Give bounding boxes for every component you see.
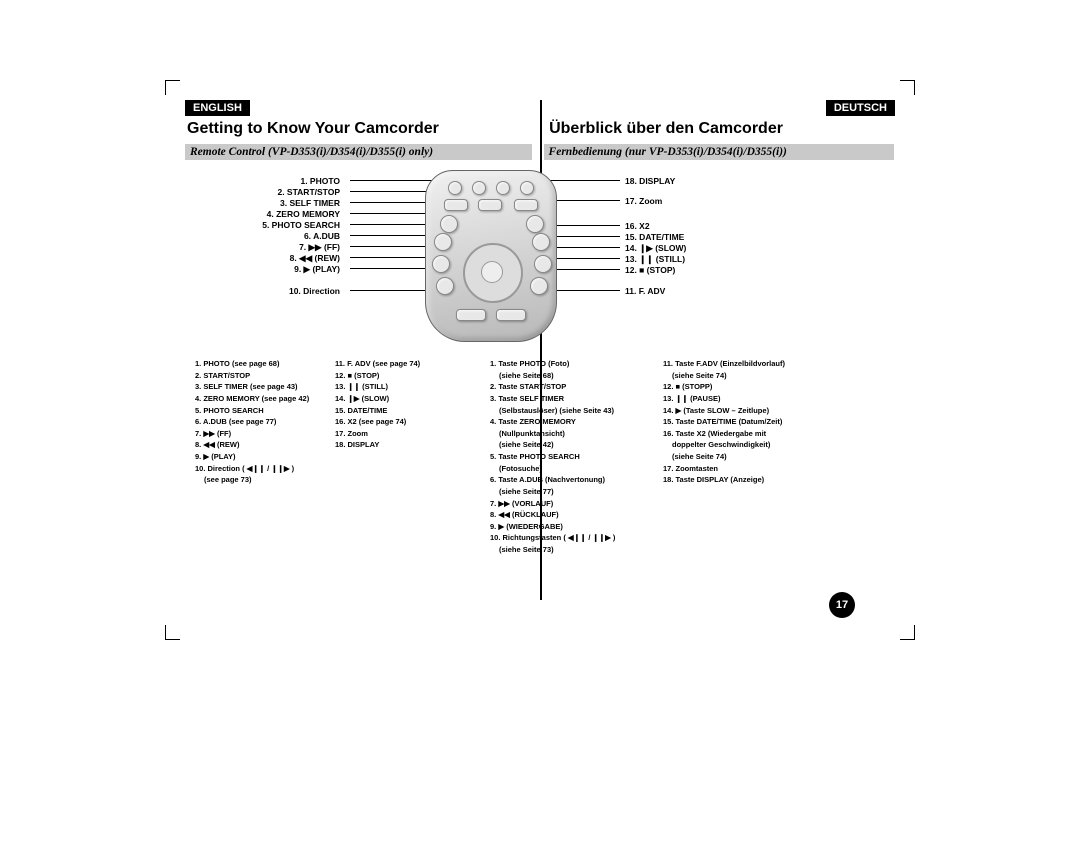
legend-line: (siehe Seite 68) <box>490 370 655 382</box>
diagram-label-right: 16. X2 <box>625 221 650 231</box>
legend-line: 16. Taste X2 (Wiedergabe mit <box>663 428 843 440</box>
legend-line: (siehe Seite 74) <box>663 370 843 382</box>
diagram-label-right: 15. DATE/TIME <box>625 232 684 242</box>
legend-line: 3. SELF TIMER (see page 43) <box>195 381 330 393</box>
crop-mark <box>900 80 915 95</box>
diagram-label-left: 8. ◀◀ (REW) <box>210 253 340 264</box>
language-tab-english: ENGLISH <box>185 100 250 116</box>
legend-line: 14. ▶ (Taste SLOW – Zeitlupe) <box>663 405 843 417</box>
legend-line: 2. START/STOP <box>195 370 330 382</box>
legend-line: (Nullpunktansicht) <box>490 428 655 440</box>
manual-page: ENGLISH DEUTSCH Getting to Know Your Cam… <box>185 100 895 600</box>
legend-line: 10. Direction ( ◀❙❙ / ❙❙▶ ) <box>195 463 330 475</box>
remote-diagram: 1. PHOTO2. START/STOP3. SELF TIMER4. ZER… <box>235 170 735 340</box>
legend-line: 4. ZERO MEMORY (see page 42) <box>195 393 330 405</box>
legend-line: 15. Taste DATE/TIME (Datum/Zeit) <box>663 416 843 428</box>
diagram-label-left: 3. SELF TIMER <box>210 198 340 208</box>
subtitle-english: Remote Control (VP-D353(i)/D354(i)/D355(… <box>185 144 532 160</box>
diagram-label-right: 17. Zoom <box>625 196 662 206</box>
legend-line: 13. ❙❙ (STILL) <box>335 381 450 393</box>
legend-line: 8. ◀◀ (RÜCKLAUF) <box>490 509 655 521</box>
page-number-badge: 17 <box>829 592 855 618</box>
diagram-label-left: 7. ▶▶ (FF) <box>210 242 340 253</box>
diagram-label-left: 2. START/STOP <box>210 187 340 197</box>
crop-mark <box>165 80 180 95</box>
remote-control-illustration <box>425 170 555 340</box>
legend-line: 6. A.DUB (see page 77) <box>195 416 330 428</box>
legend-line: 15. DATE/TIME <box>335 405 450 417</box>
legend-line: 16. X2 (see page 74) <box>335 416 450 428</box>
subtitle-deutsch: Fernbedienung (nur VP-D353(i)/D354(i)/D3… <box>544 144 895 160</box>
section-title-english: Getting to Know Your Camcorder <box>185 118 537 140</box>
legend-line: 6. Taste A.DUB (Nachvertonung) <box>490 474 655 486</box>
diagram-label-right: 13. ❙❙ (STILL) <box>625 254 685 265</box>
legend-line: (see page 73) <box>195 474 330 486</box>
legend-line: (siehe Seite 42) <box>490 439 655 451</box>
legend-line: 11. F. ADV (see page 74) <box>335 358 450 370</box>
legend-line: 9. ▶ (PLAY) <box>195 451 330 463</box>
legend-line: 5. PHOTO SEARCH <box>195 405 330 417</box>
legend-line: 7. ▶▶ (FF) <box>195 428 330 440</box>
legend-line: (siehe Seite 73) <box>490 544 655 556</box>
legend-line: 1. Taste PHOTO (Foto) <box>490 358 655 370</box>
language-tab-deutsch: DEUTSCH <box>826 100 895 116</box>
legend-line: 14. ❙▶ (SLOW) <box>335 393 450 405</box>
legend-line: 12. ■ (STOPP) <box>663 381 843 393</box>
legend-english-col1: 1. PHOTO (see page 68)2. START/STOP3. SE… <box>195 358 330 486</box>
legend-line: 10. Richtungstasten ( ◀❙❙ / ❙❙▶ ) <box>490 532 655 544</box>
diagram-label-right: 14. ❙▶ (SLOW) <box>625 243 686 254</box>
legend-line: (Selbstauslöser) (siehe Seite 43) <box>490 405 655 417</box>
legend-line: 5. Taste PHOTO SEARCH <box>490 451 655 463</box>
legend-line: 17. Zoom <box>335 428 450 440</box>
diagram-label-right: 11. F. ADV <box>625 286 665 296</box>
legend-line: 4. Taste ZERO MEMORY <box>490 416 655 428</box>
legend-line: 7. ▶▶ (VORLAUF) <box>490 498 655 510</box>
diagram-label-left: 9. ▶ (PLAY) <box>210 264 340 275</box>
legend-deutsch-col1: 1. Taste PHOTO (Foto)(siehe Seite 68)2. … <box>490 358 655 556</box>
legend-line: (siehe Seite 77) <box>490 486 655 498</box>
legend-line: 8. ◀◀ (REW) <box>195 439 330 451</box>
legend-deutsch-col2: 11. Taste F.ADV (Einzelbildvorlauf)(sieh… <box>663 358 843 486</box>
legend-line: 3. Taste SELF TIMER <box>490 393 655 405</box>
diagram-label-right: 18. DISPLAY <box>625 176 675 186</box>
legend-line: 13. ❙❙ (PAUSE) <box>663 393 843 405</box>
diagram-label-left: 5. PHOTO SEARCH <box>210 220 340 230</box>
diagram-label-left: 1. PHOTO <box>210 176 340 186</box>
crop-mark <box>165 625 180 640</box>
diagram-label-left: 4. ZERO MEMORY <box>210 209 340 219</box>
legend-line: 18. Taste DISPLAY (Anzeige) <box>663 474 843 486</box>
legend-line: (Fotosuche) <box>490 463 655 475</box>
legend-line: 9. ▶ (WIEDERGABE) <box>490 521 655 533</box>
legend-line: 17. Zoomtasten <box>663 463 843 475</box>
crop-mark <box>900 625 915 640</box>
legend-line: 2. Taste START/STOP <box>490 381 655 393</box>
legend-line: doppelter Geschwindigkeit) <box>663 439 843 451</box>
legend-line: (siehe Seite 74) <box>663 451 843 463</box>
legend-line: 1. PHOTO (see page 68) <box>195 358 330 370</box>
legend-line: 12. ■ (STOP) <box>335 370 450 382</box>
diagram-label-left: 10. Direction <box>210 286 340 296</box>
legend-line: 18. DISPLAY <box>335 439 450 451</box>
legend-english-col2: 11. F. ADV (see page 74)12. ■ (STOP)13. … <box>335 358 450 451</box>
diagram-label-right: 12. ■ (STOP) <box>625 265 675 275</box>
legend-line: 11. Taste F.ADV (Einzelbildvorlauf) <box>663 358 843 370</box>
diagram-label-left: 6. A.DUB <box>210 231 340 241</box>
section-title-deutsch: Überblick über den Camcorder <box>547 118 899 140</box>
